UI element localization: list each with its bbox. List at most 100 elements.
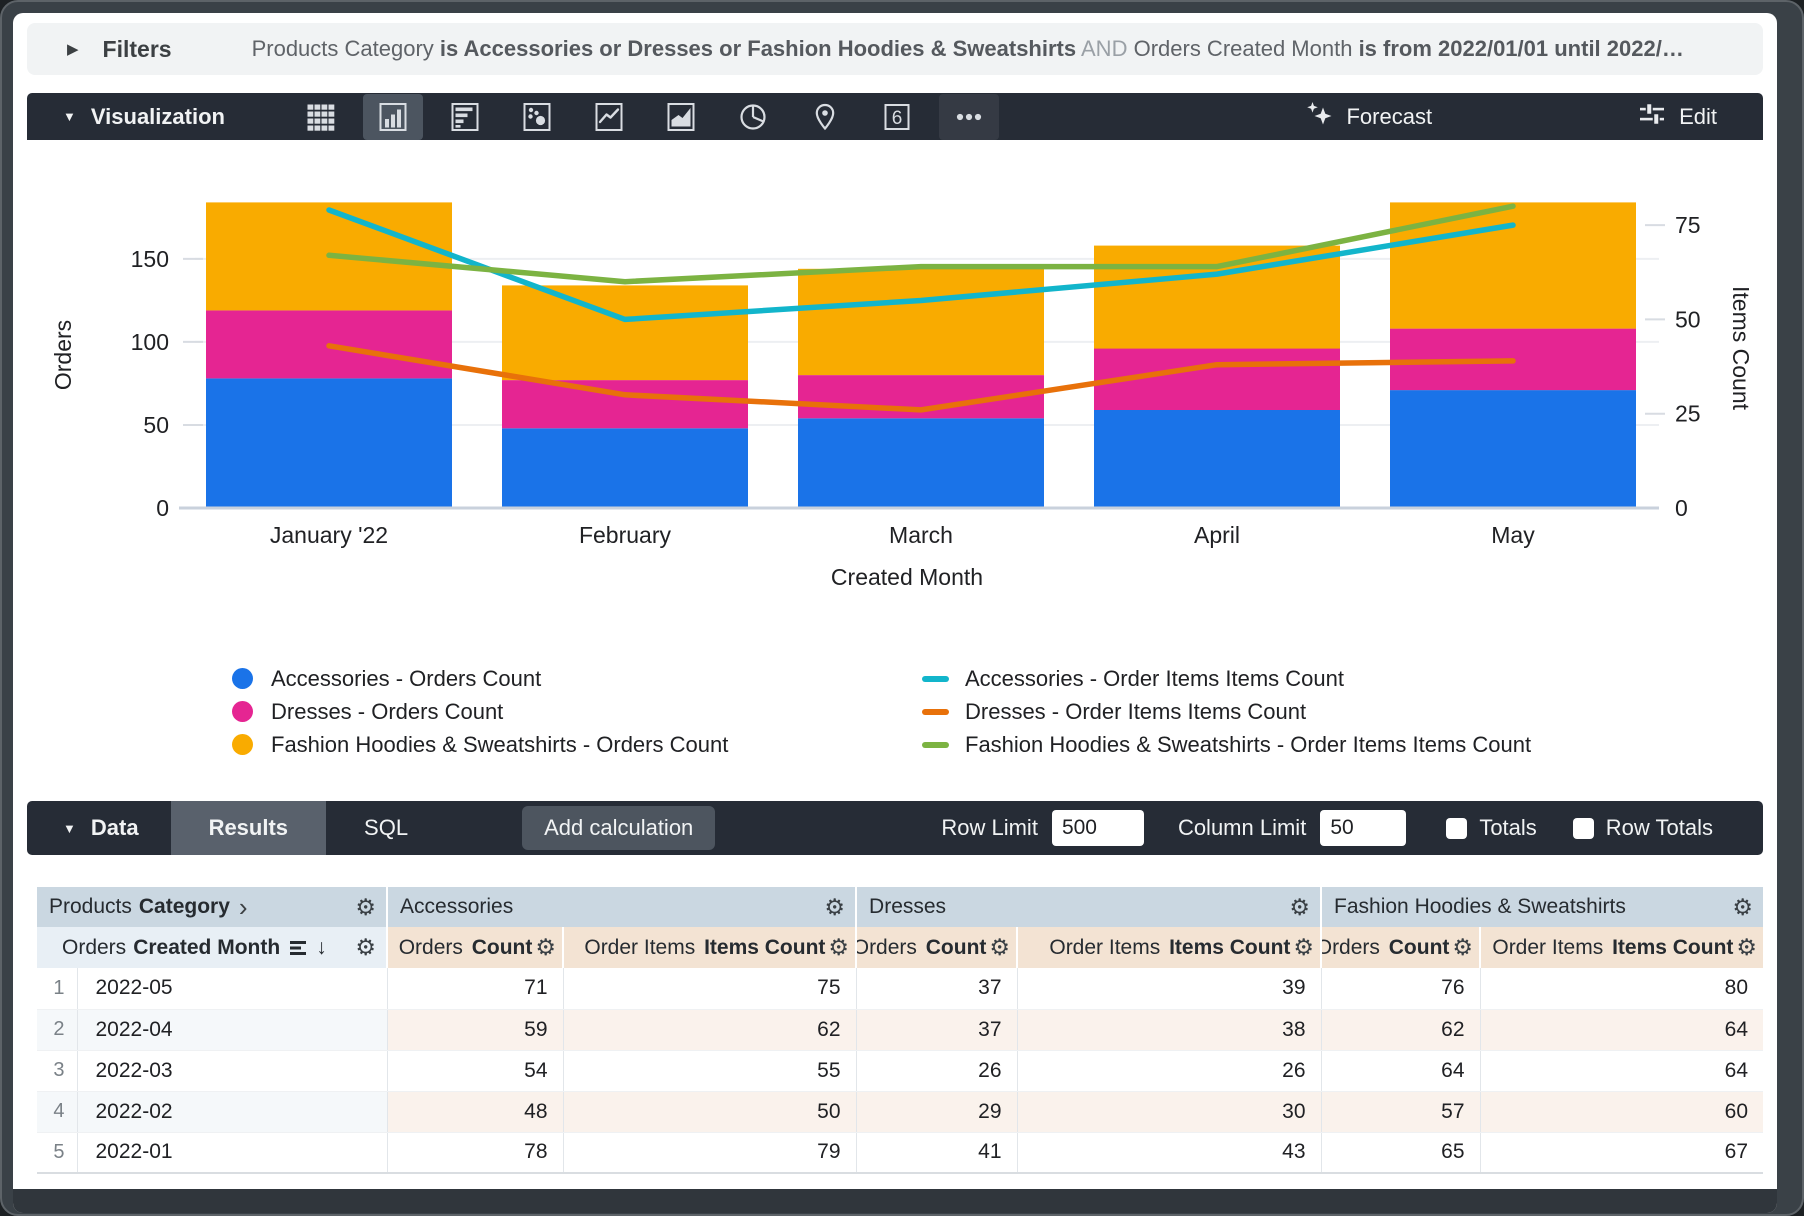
legend-item[interactable]: Fashion Hoodies & Sweatshirts - Orders C…	[232, 728, 728, 761]
measure-cell[interactable]: 65	[1320, 1132, 1481, 1174]
row-totals-checkbox[interactable]	[1572, 817, 1594, 839]
measure-cell[interactable]: 50	[562, 1091, 857, 1133]
pivot-header[interactable]: Fashion Hoodies & Sweatshirts ⚙	[1320, 887, 1764, 927]
row-limit-input[interactable]	[1051, 810, 1144, 846]
gear-icon[interactable]: ⚙	[828, 934, 850, 960]
measure-cell[interactable]: 48	[386, 1091, 564, 1133]
measure-cell[interactable]: 62	[562, 1009, 857, 1051]
pivot-header-products-category[interactable]: Products Category › ⚙	[37, 887, 388, 927]
viz-icon-table[interactable]	[291, 94, 351, 140]
x-tick-label: February	[579, 522, 672, 548]
gear-icon[interactable]: ⚙	[1452, 934, 1474, 960]
measure-cell[interactable]: 80	[1479, 968, 1764, 1010]
pivot-header[interactable]: Dresses ⚙	[855, 887, 1322, 927]
legend-label: Accessories - Order Items Items Count	[965, 665, 1344, 691]
dimension-cell[interactable]: 2022-02	[76, 1091, 388, 1133]
gear-icon[interactable]: ⚙	[355, 934, 377, 960]
measure-cell[interactable]: 38	[1016, 1009, 1322, 1051]
legend-item[interactable]: Dresses - Orders Count	[232, 695, 728, 728]
totals-checkbox[interactable]	[1446, 817, 1468, 839]
measure-cell[interactable]: 59	[386, 1009, 564, 1051]
viz-icon-map-pin[interactable]	[795, 94, 855, 140]
legend-item[interactable]: Dresses - Order Items Items Count	[922, 695, 1531, 728]
gear-icon[interactable]: ⚙	[1293, 934, 1315, 960]
field-header-measure[interactable]: Orders Count ⚙	[855, 927, 1018, 968]
table-row: 3 2022-03 54 55 26 26 64 64	[37, 1050, 1764, 1092]
tab-sql[interactable]: SQL	[364, 815, 409, 840]
measure-cell[interactable]: 37	[855, 1009, 1018, 1051]
viz-icon-column-chart[interactable]	[362, 93, 423, 140]
measure-cell[interactable]: 64	[1479, 1050, 1764, 1092]
measure-cell[interactable]: 26	[1016, 1050, 1322, 1092]
viz-icon-pie-chart[interactable]	[723, 94, 783, 140]
forecast-button[interactable]: Forecast	[1304, 99, 1432, 135]
measure-cell[interactable]: 71	[386, 968, 564, 1010]
measure-cell[interactable]: 39	[1016, 968, 1322, 1010]
measure-cell[interactable]: 64	[1479, 1009, 1764, 1051]
measure-cell[interactable]: 54	[386, 1050, 564, 1092]
bar-segment	[502, 380, 748, 429]
measure-cell[interactable]: 57	[1320, 1091, 1481, 1133]
add-calculation-button[interactable]: Add calculation	[522, 806, 716, 850]
measure-cell[interactable]: 79	[562, 1132, 857, 1174]
measure-cell[interactable]: 55	[562, 1050, 857, 1092]
gear-icon[interactable]: ⚙	[355, 893, 377, 920]
measure-cell[interactable]: 41	[855, 1132, 1018, 1174]
pivot-header[interactable]: Accessories ⚙	[386, 887, 857, 927]
measure-cell[interactable]: 64	[1320, 1050, 1481, 1092]
field-header-measure[interactable]: Order Items Items Count ⚙	[1016, 927, 1322, 968]
filter-summary: Products Category is Accessories or Dres…	[252, 36, 1737, 62]
bar-segment	[502, 285, 748, 381]
viz-icon-single-value[interactable]: 6	[867, 94, 927, 140]
filters-bar[interactable]: ▶ Filters Products Category is Accessori…	[27, 23, 1763, 75]
visualization-section-toggle[interactable]: ▼ Visualization	[27, 104, 225, 130]
chevron-right-icon[interactable]: ›	[238, 892, 248, 922]
measure-cell[interactable]: 78	[386, 1132, 564, 1174]
bar-segment	[798, 418, 1044, 508]
dimension-cell[interactable]: 2022-04	[76, 1009, 388, 1051]
filter-segment: Orders Created Month	[1133, 36, 1359, 61]
viz-icon-line-chart[interactable]	[579, 94, 639, 140]
gear-icon[interactable]: ⚙	[1736, 934, 1758, 960]
viz-icon-more[interactable]	[938, 93, 999, 140]
legend-item[interactable]: Accessories - Order Items Items Count	[922, 662, 1531, 695]
viz-icon-bar-chart[interactable]	[435, 94, 495, 140]
measure-cell[interactable]: 29	[855, 1091, 1018, 1133]
gear-icon[interactable]: ⚙	[1289, 893, 1311, 920]
dimension-cell[interactable]: 2022-01	[76, 1132, 388, 1174]
filters-expand-icon[interactable]: ▶	[67, 41, 79, 58]
measure-cell[interactable]: 60	[1479, 1091, 1764, 1133]
sort-desc-icon[interactable]: ↓	[316, 935, 327, 959]
field-header-measure[interactable]: Orders Count ⚙	[386, 927, 564, 968]
field-header-measure[interactable]: Order Items Items Count ⚙	[1479, 927, 1764, 968]
field-header-orders-created-month[interactable]: Orders Created Month ↓ ⚙	[37, 927, 388, 968]
measure-cell[interactable]: 76	[1320, 968, 1481, 1010]
measure-cell[interactable]: 67	[1479, 1132, 1764, 1174]
gear-icon[interactable]: ⚙	[535, 934, 557, 960]
gear-icon[interactable]: ⚙	[1732, 893, 1754, 920]
field-header-measure[interactable]: Order Items Items Count ⚙	[562, 927, 857, 968]
data-section-toggle[interactable]: ▼ Data	[27, 801, 171, 855]
legend-item[interactable]: Fashion Hoodies & Sweatshirts - Order It…	[922, 728, 1531, 761]
legend-item[interactable]: Accessories - Orders Count	[232, 662, 728, 695]
dimension-cell[interactable]: 2022-03	[76, 1050, 388, 1092]
measure-cell[interactable]: 30	[1016, 1091, 1322, 1133]
gear-icon[interactable]: ⚙	[824, 893, 846, 920]
column-limit-input[interactable]	[1320, 810, 1407, 846]
measure-cell[interactable]: 43	[1016, 1132, 1322, 1174]
measure-cell[interactable]: 37	[855, 968, 1018, 1010]
measure-cell[interactable]: 75	[562, 968, 857, 1010]
dimension-cell[interactable]: 2022-05	[76, 968, 388, 1010]
tab-results[interactable]: Results	[170, 801, 327, 855]
gear-icon[interactable]: ⚙	[989, 934, 1011, 960]
combo-chart: 0 50 100 150 0 25 50 75 January '22 February March…	[50, 202, 1754, 590]
viz-icon-area-chart[interactable]	[651, 94, 711, 140]
legend-line-swatch	[922, 708, 949, 715]
measure-cell[interactable]: 62	[1320, 1009, 1481, 1051]
field-header-measure[interactable]: Orders Count ⚙	[1320, 927, 1481, 968]
edit-button[interactable]: Edit	[1637, 99, 1717, 135]
filter-segment: is Accessories or Dresses or Fashion Hoo…	[439, 36, 1077, 61]
viz-icon-scatter[interactable]	[507, 94, 567, 140]
measure-cell[interactable]: 26	[855, 1050, 1018, 1092]
field-menu-icon[interactable]	[287, 939, 309, 957]
